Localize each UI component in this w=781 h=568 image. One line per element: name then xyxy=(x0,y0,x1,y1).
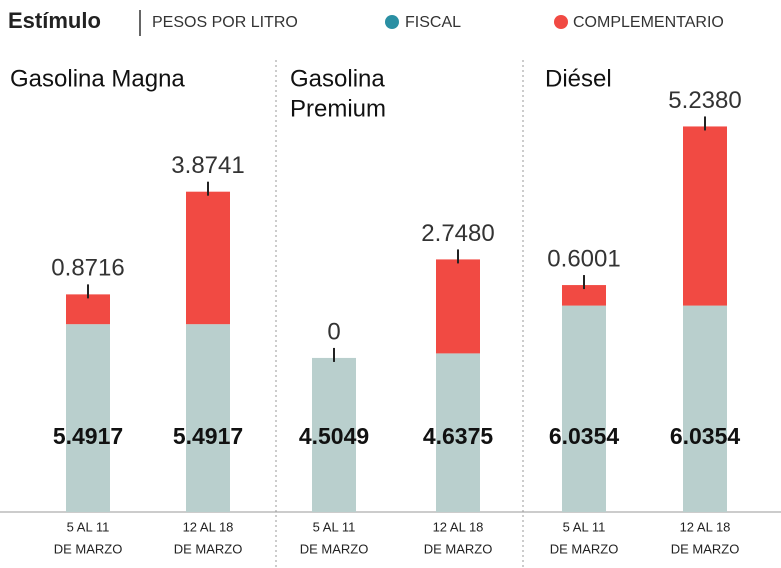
bar-complementario xyxy=(562,285,606,306)
x-tick-label: DE MARZO xyxy=(174,541,243,556)
x-tick-label: DE MARZO xyxy=(671,541,740,556)
complementario-value-label: 5.2380 xyxy=(668,87,741,114)
fiscal-value-label: 6.0354 xyxy=(670,423,741,449)
fiscal-value-label: 4.6375 xyxy=(423,423,494,449)
x-tick-label: 12 AL 18 xyxy=(433,519,484,534)
x-tick-label: DE MARZO xyxy=(424,541,493,556)
bar-complementario xyxy=(186,191,230,325)
bar-fiscal xyxy=(683,305,727,512)
legend-label: FISCAL xyxy=(405,14,461,31)
x-tick-label: 5 AL 11 xyxy=(313,519,356,534)
bar-fiscal xyxy=(436,353,480,512)
bar-complementario xyxy=(436,259,480,354)
complementario-value-label: 0 xyxy=(327,318,340,345)
fiscal-value-label: 5.4917 xyxy=(173,423,243,449)
x-tick-label: 12 AL 18 xyxy=(183,519,234,534)
x-tick-label: DE MARZO xyxy=(300,541,369,556)
panel-title: Premium xyxy=(290,95,386,122)
x-tick-label: 12 AL 18 xyxy=(680,519,731,534)
legend-label: COMPLEMENTARIO xyxy=(573,14,724,31)
panel-title: Gasolina xyxy=(290,65,385,92)
x-tick-label: 5 AL 11 xyxy=(67,519,110,534)
bar-complementario xyxy=(66,294,110,325)
bar-fiscal xyxy=(562,305,606,512)
panel-title: Gasolina Magna xyxy=(10,65,185,92)
x-tick-label: DE MARZO xyxy=(54,541,123,556)
fiscal-value-label: 4.5049 xyxy=(299,423,369,449)
bar-fiscal xyxy=(312,357,356,512)
legend-marker xyxy=(554,15,568,29)
bar-complementario xyxy=(683,126,727,306)
subtitle: PESOS POR LITRO xyxy=(152,14,298,31)
x-tick-label: DE MARZO xyxy=(550,541,619,556)
title: Estímulo xyxy=(8,8,101,33)
fiscal-value-label: 6.0354 xyxy=(549,423,620,449)
complementario-value-label: 0.8716 xyxy=(51,255,124,282)
panel-title: Diésel xyxy=(545,65,612,92)
complementario-value-label: 2.7480 xyxy=(421,220,494,247)
x-tick-label: 5 AL 11 xyxy=(563,519,606,534)
legend-marker xyxy=(385,15,399,29)
complementario-value-label: 3.8741 xyxy=(171,152,244,179)
complementario-value-label: 0.6001 xyxy=(547,245,620,272)
fiscal-value-label: 5.4917 xyxy=(53,423,123,449)
bar-fiscal xyxy=(186,324,230,512)
bar-fiscal xyxy=(66,324,110,512)
